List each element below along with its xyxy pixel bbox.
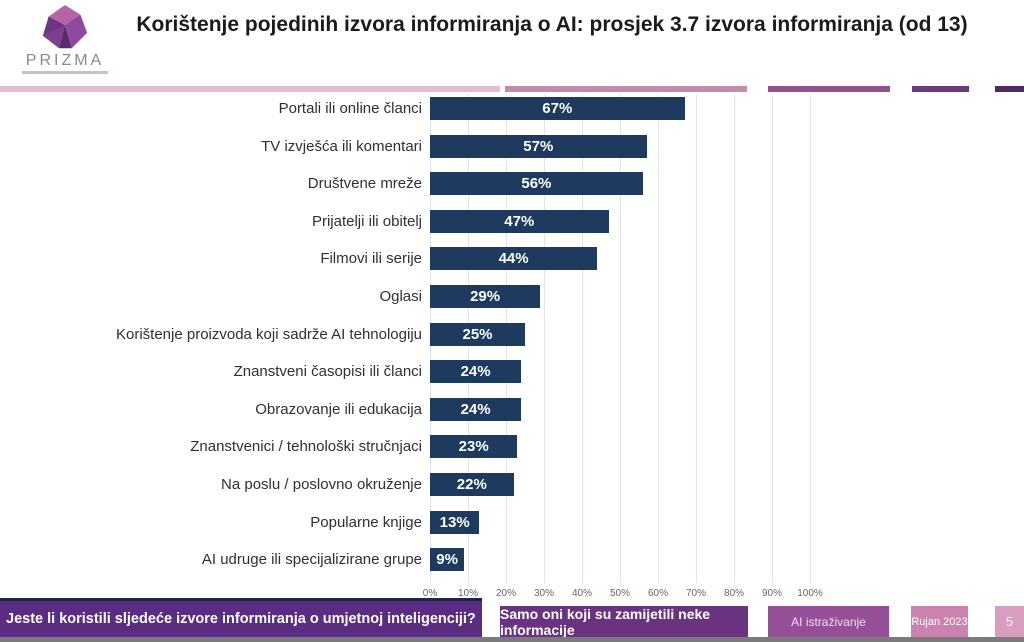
bar-value-label: 24% — [460, 363, 491, 381]
category-label: Znanstvenici / tehnološki stručnjaci — [190, 438, 422, 456]
bar-value-label: 22% — [456, 476, 487, 493]
category-label: Prijatelji ili obitelj — [311, 212, 422, 230]
category-label: AI udruge ili specijalizirane grupe — [201, 551, 422, 569]
category-label: Znanstveni časopisi ili članci — [233, 363, 422, 381]
category-label: Portali ili online članci — [278, 100, 422, 117]
chart-row: Filmovi ili serije 44% — [0, 247, 1024, 271]
bar-value-label: 47% — [504, 212, 535, 230]
bar-value-label: 24% — [460, 400, 491, 418]
category-label: Korištenje proizvoda koji sadrže AI tehn… — [115, 325, 422, 343]
x-axis-tick: 50% — [609, 588, 631, 599]
page-number: 5 — [1005, 614, 1014, 629]
chart-row: Korištenje proizvoda koji sadrže AI tehn… — [0, 322, 1024, 346]
category-label: Na poslu / poslovno okruženje — [221, 476, 422, 493]
x-axis-tick: 30% — [533, 588, 555, 599]
decor-rule-segment-1 — [0, 86, 500, 92]
category-label: Filmovi ili serije — [320, 250, 422, 268]
logo-wordmark: PRIZMA — [25, 52, 105, 69]
prism-gem-icon — [42, 4, 88, 49]
bottom-edge-strip — [0, 637, 1024, 642]
x-axis-tick: 60% — [647, 588, 669, 599]
category-label: Obrazovanje ili edukacija — [255, 400, 422, 418]
chart-row: TV izvješća ili komentari 57% — [0, 134, 1024, 158]
decor-rule-segment-5 — [995, 86, 1024, 92]
category-label: TV izvješća ili komentari — [261, 137, 422, 155]
x-axis-tick: 80% — [723, 588, 745, 599]
chart-row: Znanstvenici / tehnološki stručnjaci 23% — [0, 435, 1024, 459]
bar-value-label: 56% — [521, 175, 552, 193]
x-axis-tick: 20% — [495, 588, 517, 599]
bar-value-label: 25% — [462, 325, 493, 343]
footer-question-text: Jeste li koristili sljedeće izvore infor… — [6, 611, 476, 627]
category-label: Društvene mreže — [307, 175, 422, 193]
footer-project-banner: AI istraživanje — [768, 606, 889, 637]
bar: 23% — [430, 435, 518, 459]
chart-row: Na poslu / poslovno okruženje 22% — [0, 473, 1024, 496]
footer-date-banner: Rujan 2023 — [911, 606, 968, 637]
footer-date-text: Rujan 2023 — [911, 615, 968, 628]
x-axis-tick: 10% — [457, 588, 479, 599]
footer-project-text: AI istraživanje — [791, 614, 866, 629]
bar: 9% — [430, 548, 465, 572]
page-number-badge: 5 — [995, 606, 1024, 637]
x-axis-tick: 100% — [797, 588, 823, 599]
bar: 25% — [430, 322, 525, 346]
footer-question-banner: Jeste li koristili sljedeće izvore infor… — [0, 598, 482, 637]
footer-note-text: Samo oni koji su zamijetili neke informa… — [500, 605, 711, 638]
bar-value-label: 29% — [470, 288, 501, 305]
x-axis-tick: 0% — [422, 588, 438, 599]
logo-tagline — [22, 71, 108, 74]
bar: 67% — [430, 97, 685, 120]
chart-row: AI udruge ili specijalizirane grupe 9% — [0, 548, 1024, 572]
chart-row: Znanstveni časopisi ili članci 24% — [0, 360, 1024, 384]
bar: 29% — [430, 285, 541, 308]
x-axis: 0% 10% 20% 30% 40% 50% 60% 70% 80% 90% 100% — [423, 588, 850, 602]
bar-value-label: 67% — [542, 100, 573, 117]
slide-title: Korištenje pojedinih izvora informiranja… — [136, 13, 968, 36]
x-axis-tick: 70% — [685, 588, 707, 599]
bar: 56% — [430, 172, 643, 196]
chart-row: Društvene mreže 56% — [0, 172, 1024, 196]
decor-rule-segment-2 — [505, 86, 747, 92]
decor-rule-segment-4 — [912, 86, 969, 92]
footer-note-banner: Samo oni koji su zamijetili neke informa… — [500, 605, 748, 638]
bar-value-label: 44% — [498, 250, 529, 268]
bar-value-label: 13% — [439, 513, 470, 531]
chart-row: Prijatelji ili obitelj 47% — [0, 209, 1024, 233]
bar: 44% — [430, 247, 598, 271]
category-label: Popularne knjige — [310, 513, 422, 531]
bar: 22% — [430, 473, 514, 496]
chart-row: Portali ili online članci 67% — [0, 97, 1024, 120]
decor-rule-segment-3 — [768, 86, 890, 92]
bar-value-label: 57% — [523, 137, 554, 155]
chart-row: Popularne knjige 13% — [0, 510, 1024, 534]
category-label: Oglasi — [379, 288, 422, 305]
prizma-logo: PRIZMA — [10, 4, 120, 74]
bar: 24% — [430, 397, 522, 421]
x-axis-tick: 40% — [571, 588, 593, 599]
bar: 13% — [430, 510, 480, 534]
chart-row: Oglasi 29% — [0, 285, 1024, 308]
chart-row: Obrazovanje ili edukacija 24% — [0, 397, 1024, 421]
bar: 47% — [430, 209, 609, 233]
bar-value-label: 23% — [458, 438, 489, 456]
bar-value-label: 9% — [436, 551, 458, 569]
bar: 24% — [430, 360, 522, 384]
x-axis-tick: 90% — [761, 588, 783, 599]
bar: 57% — [430, 134, 647, 158]
